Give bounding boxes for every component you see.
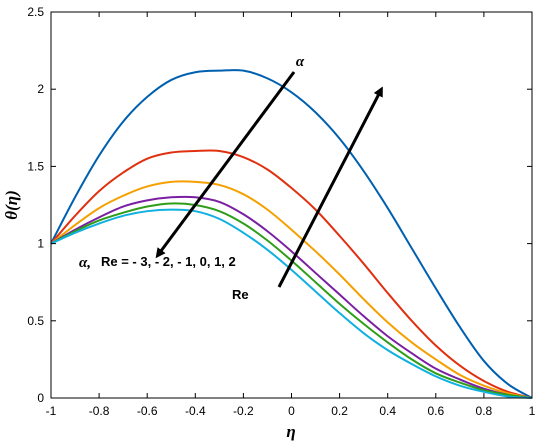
series-line-4	[50, 195, 533, 399]
x-tick-label: -0.6	[137, 404, 158, 418]
plot-area	[51, 12, 532, 398]
x-axis-label: η	[286, 422, 295, 441]
y-tick-label: 0	[37, 391, 44, 405]
x-tick-label: 0.4	[379, 404, 396, 418]
y-tick-label: 1	[37, 237, 44, 251]
alpha-arrow	[155, 71, 296, 259]
alpha-re-legend-values: Re = - 3, - 2, - 1, 0, 1, 2	[101, 254, 236, 269]
x-tick-label: -0.8	[89, 404, 110, 418]
y-tick-label: 2.5	[27, 5, 44, 19]
series-line-6	[50, 208, 533, 399]
series-line-1	[50, 69, 533, 399]
y-tick-label: 0.5	[27, 314, 44, 328]
series-line-3	[50, 180, 533, 399]
x-tick-label: 0.6	[427, 404, 444, 418]
plot-frame	[50, 11, 533, 399]
re-arrow	[277, 86, 383, 288]
re-label: Re	[232, 287, 249, 302]
x-tick-label: -1	[46, 404, 57, 418]
x-tick-label: 0.2	[331, 404, 348, 418]
x-tick-label: 0	[288, 404, 295, 418]
alpha-re-legend-alpha: α,	[79, 255, 91, 271]
y-tick-label: 1.5	[27, 159, 44, 173]
x-tick-label: -0.2	[233, 404, 254, 418]
x-tick-label: -0.4	[185, 404, 206, 418]
series-line-2	[50, 149, 533, 399]
y-tick-label: 2	[37, 82, 44, 96]
x-tick-label: 0.8	[476, 404, 493, 418]
ticks-layer: -1 -0.8 -0.6 -0.4 -0.2 0 0.2 0.4 0.6 0.8 1 0 0.5 1 1.5…	[27, 5, 535, 418]
alpha-top-label: α	[296, 54, 305, 70]
x-tick-label: 1	[529, 404, 536, 418]
y-axis-label: θ(η)	[2, 190, 21, 219]
